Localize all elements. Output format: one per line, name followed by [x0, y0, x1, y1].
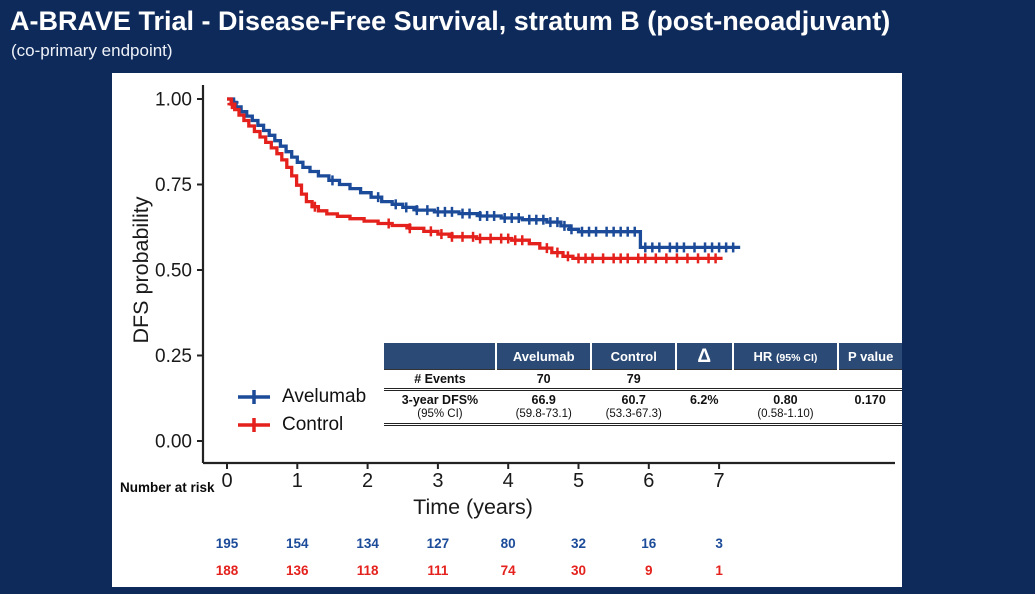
summary-header-avelumab: Avelumab: [495, 343, 593, 370]
summary-table-cell: [732, 369, 839, 391]
x-tick-label: 6: [643, 470, 654, 492]
risk-count-avelumab: 32: [570, 536, 587, 551]
summary-table-cell: [838, 369, 902, 391]
risk-count-control: 118: [356, 563, 379, 578]
summary-table-row: 3-year DFS% (95% CI) 66.9 (59.8-73.1) 60.7 (5…: [384, 389, 902, 426]
summary-header--: Δ: [675, 343, 734, 370]
summary-table-cell: 0.170: [838, 389, 902, 426]
summary-table: Avelumab Control Δ HR (95% CI) P value # Even…: [384, 343, 902, 426]
page-subtitle: (co-primary endpoint): [11, 41, 173, 60]
risk-count-control: 136: [286, 563, 309, 578]
risk-count-avelumab: 127: [426, 536, 450, 551]
legend: Avelumab Control: [236, 385, 366, 437]
y-tick-label: 0.25: [155, 346, 192, 367]
legend-label-control: Control: [282, 414, 344, 435]
risk-count-control: 1: [715, 563, 723, 578]
avelumab-line-marker-icon: [238, 390, 270, 404]
summary-table-row: # Events 70 79: [384, 369, 902, 391]
risk-count-control: 111: [427, 563, 449, 578]
y-axis-title: DFS probability: [129, 196, 153, 343]
summary-table-wrap: Avelumab Control Δ HR (95% CI) P value # Even…: [384, 343, 902, 426]
summary-table-cell: 79: [591, 369, 676, 391]
risk-count-control: 74: [500, 563, 516, 578]
summary-table-cell: 66.9 (59.8-73.1): [495, 389, 592, 426]
legend-item-avelumab: Avelumab: [236, 385, 366, 409]
risk-count-avelumab: 134: [356, 536, 379, 551]
km-curve-avelumab: [227, 97, 741, 250]
x-tick-label: 2: [362, 470, 373, 492]
summary-header-hr-95-ci-: HR (95% CI): [732, 343, 840, 370]
km-curve-control: [227, 97, 723, 261]
x-tick-label: 3: [432, 470, 443, 492]
y-tick-label: 0.00: [155, 432, 192, 453]
risk-count-avelumab: 154: [286, 536, 309, 551]
summary-header-p-value: P value: [838, 343, 902, 370]
risk-count-control: 30: [570, 563, 587, 578]
x-tick-label: 5: [573, 470, 584, 492]
x-axis-title: Time (years): [413, 495, 533, 519]
page-title: A-BRAVE Trial - Disease-Free Survival, s…: [10, 6, 891, 36]
summary-table-cell: 6.2%: [675, 389, 733, 426]
legend-label-avelumab: Avelumab: [282, 386, 367, 407]
summary-header-blank: [384, 343, 497, 370]
risk-count-avelumab: 80: [500, 536, 516, 551]
risk-count-control: 9: [645, 563, 653, 578]
y-tick-label: 0.50: [155, 261, 192, 282]
summary-table-cell: [675, 369, 733, 391]
x-tick-label: 1: [292, 470, 303, 492]
risk-count-avelumab: 3: [715, 536, 723, 551]
summary-table-cell: 60.7 (53.3-67.3): [591, 389, 676, 426]
risk-count-control: 188: [215, 563, 239, 578]
x-tick-label: 0: [221, 470, 232, 492]
y-tick-label: 1.00: [155, 90, 192, 111]
legend-item-control: Control: [236, 413, 366, 437]
summary-table-cell: 0.80 (0.58-1.10): [732, 389, 839, 426]
x-tick-label: 4: [503, 470, 514, 492]
summary-table-cell: # Events: [384, 369, 496, 391]
chart-panel: 1.00 0.75 0.50 0.25 0.00 0 1 2 3 4 5 6 7 DFS probabil…: [112, 73, 902, 587]
km-plot: 1.00 0.75 0.50 0.25 0.00 0 1 2 3 4 5 6 7 DFS probabil…: [129, 85, 895, 519]
summary-table-cell: 3-year DFS% (95% CI): [384, 389, 496, 426]
control-line-marker-icon: [238, 418, 270, 432]
y-tick-label: 0.75: [155, 175, 192, 196]
summary-header-control: Control: [591, 343, 677, 370]
x-tick-label: 7: [714, 470, 725, 492]
risk-count-avelumab: 16: [641, 536, 657, 551]
risk-count-avelumab: 195: [215, 536, 239, 551]
number-at-risk-label: Number at risk: [120, 480, 215, 495]
summary-table-header-row: Avelumab Control Δ HR (95% CI) P value: [384, 343, 902, 370]
summary-table-cell: 70: [495, 369, 592, 391]
